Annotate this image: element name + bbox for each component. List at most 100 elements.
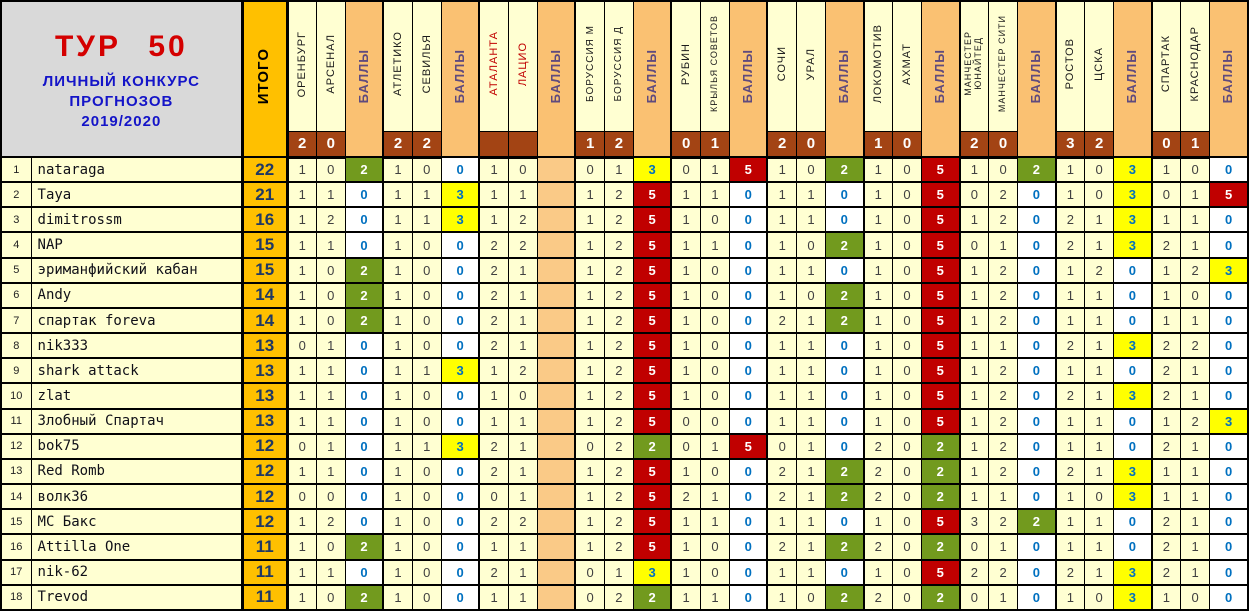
points-cell: 0 bbox=[728, 332, 768, 360]
prediction-home: 2 bbox=[478, 432, 509, 460]
points-cell: 2 bbox=[921, 432, 961, 460]
prediction-home: 1 bbox=[286, 281, 317, 309]
prediction-away: 1 bbox=[795, 508, 826, 536]
prediction-away: 2 bbox=[988, 206, 1019, 234]
player-row: 2 Taya 21 1 1 0 1 1 3 1 1 1 2 5 1 1 0 1 1 0 1 0 5 0 2 0 1 0 3 0 1 5 bbox=[0, 181, 1249, 209]
points-cell: 3 bbox=[440, 206, 480, 234]
team-name-away: ЦСКА bbox=[1093, 46, 1106, 81]
prediction-away: 0 bbox=[892, 558, 923, 586]
prediction-home: 1 bbox=[1054, 181, 1086, 209]
prediction-home: 1 bbox=[766, 558, 797, 586]
prediction-home: 1 bbox=[958, 155, 990, 184]
rank-cell: 12 bbox=[0, 432, 32, 460]
prediction-away: 0 bbox=[892, 155, 923, 184]
result-away: 1 bbox=[699, 130, 730, 159]
prediction-away: 0 bbox=[315, 583, 346, 611]
prediction-home: 0 bbox=[478, 483, 509, 511]
prediction-home: 3 bbox=[958, 508, 990, 536]
prediction-away: 0 bbox=[1084, 583, 1115, 611]
player-row: 5 эриманфийский кабан 15 1 0 2 1 0 0 2 1 1 2 5 1 0 0 1 1 0 1… bbox=[0, 256, 1249, 284]
points-cell bbox=[536, 206, 576, 234]
prediction-away: 2 bbox=[603, 457, 634, 486]
total-points: 14 bbox=[240, 281, 289, 309]
result-away: 1 bbox=[1180, 130, 1211, 159]
team-header-away: КРЫЛЬЯ СОВЕТОВ bbox=[699, 0, 730, 132]
prediction-home: 1 bbox=[382, 533, 413, 561]
points-cell: 3 bbox=[440, 357, 480, 385]
prediction-home: 1 bbox=[670, 583, 701, 611]
team-header-away: ЦСКА bbox=[1084, 0, 1115, 132]
prediction-away: 1 bbox=[507, 256, 538, 284]
team-name-home: РУБИН bbox=[680, 42, 693, 85]
prediction-home: 1 bbox=[1150, 256, 1182, 284]
player-row: 10 zlat 13 1 1 0 1 0 0 1 0 1 2 5 1 0 0 1 1 0 1 0 5 1 2 0 2 1 3 2 1 0 bbox=[0, 382, 1249, 410]
prediction-away: 1 bbox=[699, 231, 730, 259]
points-cell: 5 bbox=[632, 332, 672, 360]
points-cell: 5 bbox=[921, 231, 961, 259]
points-cell: 5 bbox=[921, 206, 961, 234]
team-name-away: КРЫЛЬЯ СОВЕТОВ bbox=[708, 15, 719, 113]
result-away: 0 bbox=[892, 130, 923, 159]
points-cell: 5 bbox=[921, 181, 961, 209]
points-cell: 0 bbox=[1113, 306, 1153, 335]
points-cell: 3 bbox=[440, 432, 480, 460]
contest-title-box: ТУР 50 ЛИЧНЫЙ КОНКУРС ПРОГНОЗОВ 2019/202… bbox=[0, 0, 244, 158]
points-header-label: БАЛЛЫ bbox=[740, 49, 756, 104]
result-home: 2 bbox=[958, 130, 990, 159]
prediction-home: 1 bbox=[382, 306, 413, 335]
prediction-home: 1 bbox=[286, 508, 317, 536]
round-title: ТУР 50 bbox=[54, 29, 188, 63]
prediction-home: 1 bbox=[1054, 281, 1086, 309]
prediction-home: 1 bbox=[574, 533, 605, 561]
prediction-away: 1 bbox=[1180, 533, 1211, 561]
points-cell: 0 bbox=[824, 508, 865, 536]
prediction-home: 1 bbox=[574, 181, 605, 209]
prediction-home: 1 bbox=[382, 457, 413, 486]
points-cell: 0 bbox=[1017, 382, 1057, 410]
points-cell: 0 bbox=[1017, 583, 1057, 611]
prediction-home: 1 bbox=[670, 382, 701, 410]
team-header-home: СОЧИ bbox=[766, 0, 797, 132]
prediction-home: 0 bbox=[574, 432, 605, 460]
prediction-home: 2 bbox=[478, 508, 509, 536]
team-name-home: РОСТОВ bbox=[1064, 38, 1077, 90]
prediction-home: 1 bbox=[574, 256, 605, 284]
points-header-label: БАЛЛЫ bbox=[644, 49, 659, 104]
prediction-home: 1 bbox=[766, 357, 797, 385]
points-cell: 2 bbox=[921, 457, 961, 486]
prediction-away: 0 bbox=[892, 457, 923, 486]
points-cell: 0 bbox=[344, 457, 384, 486]
prediction-home: 1 bbox=[574, 281, 605, 309]
prediction-home: 1 bbox=[574, 306, 605, 335]
rank-cell: 18 bbox=[0, 583, 32, 611]
total-points: 13 bbox=[240, 332, 289, 360]
prediction-away: 0 bbox=[411, 332, 442, 360]
player-name: Trevod bbox=[30, 583, 243, 611]
result-away: 2 bbox=[411, 130, 442, 159]
prediction-away: 1 bbox=[507, 483, 538, 511]
prediction-home: 0 bbox=[958, 231, 990, 259]
points-cell: 0 bbox=[1017, 306, 1057, 335]
prediction-home: 1 bbox=[286, 181, 317, 209]
prediction-home: 1 bbox=[862, 558, 894, 586]
points-cell: 0 bbox=[1113, 407, 1153, 435]
prediction-away: 0 bbox=[699, 533, 730, 561]
rank-cell: 4 bbox=[0, 231, 32, 259]
player-row: 1 nataraga 22 1 0 2 1 0 0 1 0 0 1 3 0 1 5 1 0 2 1 0 5 1 0 2 1 0 3 1 0 0 bbox=[0, 155, 1249, 184]
points-cell: 5 bbox=[921, 558, 961, 586]
prediction-home: 2 bbox=[766, 533, 797, 561]
team-header-home: АТЛЕТИКО bbox=[382, 0, 413, 132]
points-cell: 0 bbox=[1113, 357, 1153, 385]
prediction-away: 2 bbox=[315, 206, 346, 234]
prediction-home: 1 bbox=[958, 306, 990, 335]
player-row: 12 bok75 12 0 1 0 1 1 3 2 1 0 2 2 0 1 5 0 1 0 2 0 2 1 2 0 1 1 0 2 1 0 bbox=[0, 432, 1249, 460]
prediction-away: 1 bbox=[988, 483, 1019, 511]
prediction-away: 1 bbox=[507, 332, 538, 360]
prediction-away: 0 bbox=[795, 231, 826, 259]
prediction-away: 1 bbox=[315, 432, 346, 460]
prediction-home: 2 bbox=[1054, 231, 1086, 259]
points-cell: 5 bbox=[921, 382, 961, 410]
points-cell: 0 bbox=[1017, 231, 1057, 259]
result-away: 0 bbox=[795, 130, 826, 159]
